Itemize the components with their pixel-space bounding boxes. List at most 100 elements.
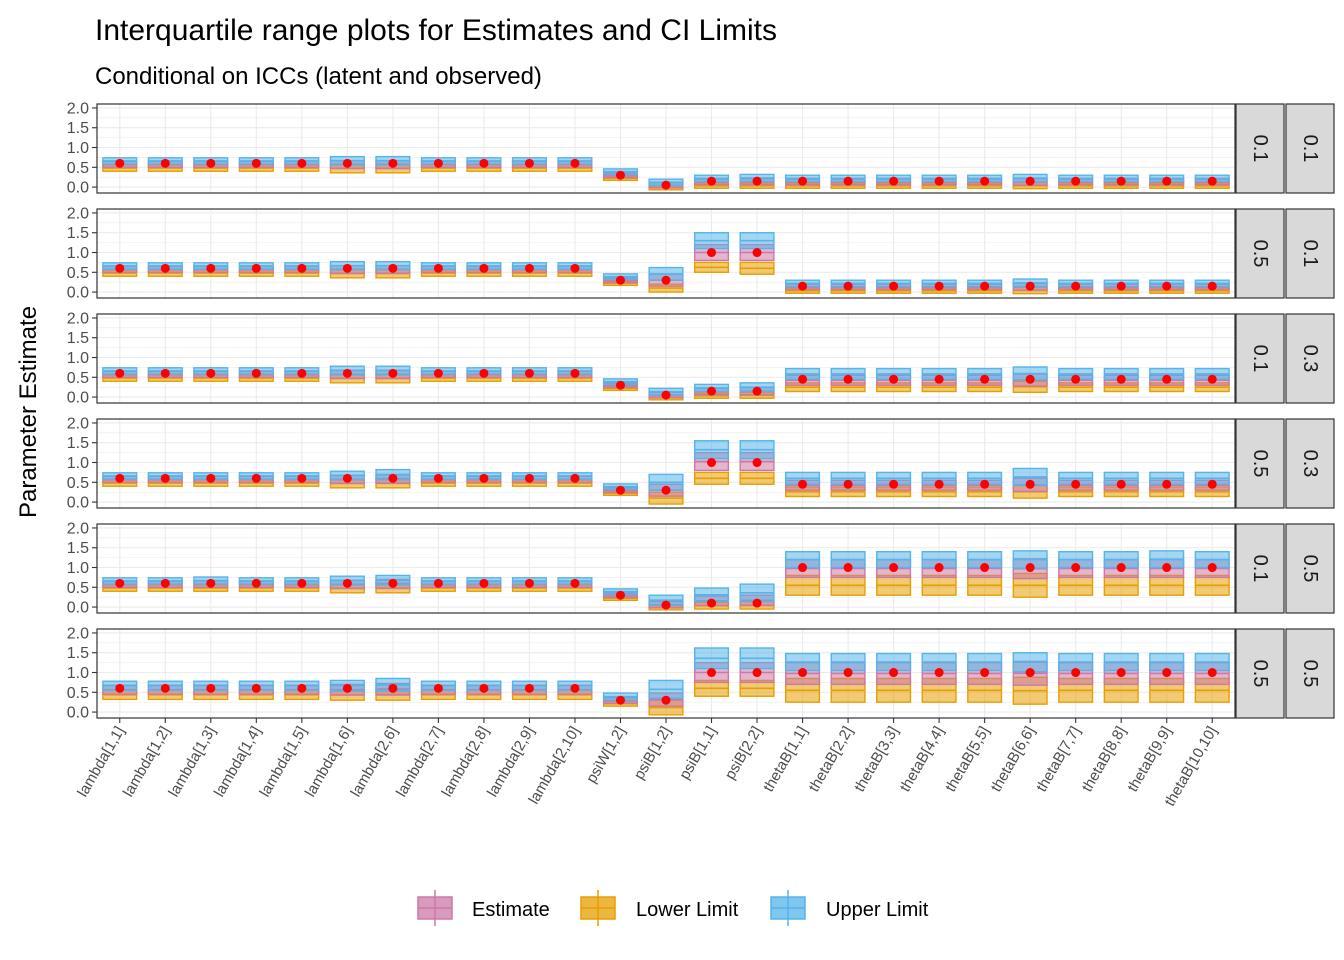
true-value-point xyxy=(342,578,352,588)
true-value-point xyxy=(934,281,944,291)
y-tick-label: 1.0 xyxy=(67,350,89,367)
true-value-point xyxy=(889,479,899,489)
true-value-point xyxy=(342,368,352,378)
y-tick-label: 1.5 xyxy=(67,330,89,347)
true-value-point xyxy=(1071,668,1081,678)
true-value-point xyxy=(661,180,671,190)
y-axis-label: Parameter Estimate xyxy=(15,306,42,518)
true-value-point xyxy=(1071,563,1081,573)
true-value-point xyxy=(1116,668,1126,678)
true-value-point xyxy=(889,176,899,186)
legend-label: Estimate xyxy=(472,899,550,921)
facet-panel: 0.0 0.5 1.0 1.5 2.0 0.5 0.3 xyxy=(67,415,1335,512)
true-value-point xyxy=(524,368,534,378)
true-value-point xyxy=(707,458,717,468)
y-tick-label: 2.0 xyxy=(67,415,89,432)
y-tick-label: 1.5 xyxy=(67,225,89,242)
facet-panels: 0.0 0.5 1.0 1.5 2.0 0.1 0.1 0.0 0.5 1.0 1.5 2.0 0.5 0… xyxy=(67,100,1335,722)
true-value-point xyxy=(251,473,261,483)
true-value-point xyxy=(1116,176,1126,186)
true-value-point xyxy=(798,374,808,384)
true-value-point xyxy=(752,598,762,608)
true-value-point xyxy=(889,281,899,291)
true-value-point xyxy=(115,578,125,588)
facet-strip xyxy=(1285,628,1335,719)
y-tick-label: 0.0 xyxy=(67,600,89,617)
true-value-point xyxy=(1116,374,1126,384)
true-value-point xyxy=(707,386,717,396)
true-value-point xyxy=(479,578,489,588)
y-tick-label: 0.0 xyxy=(67,495,89,512)
true-value-point xyxy=(479,473,489,483)
true-value-point xyxy=(889,668,899,678)
true-value-point xyxy=(798,563,808,573)
true-value-point xyxy=(1025,374,1035,384)
x-tick-label: thetaB[3,3] xyxy=(851,724,902,795)
true-value-point xyxy=(1071,479,1081,489)
y-tick-label: 1.5 xyxy=(67,540,89,557)
true-value-point xyxy=(570,158,580,168)
legend: Estimate Lower Limit Upper Limit xyxy=(417,890,929,926)
true-value-point xyxy=(980,374,990,384)
true-value-point xyxy=(1025,563,1035,573)
facet-strip-label: 0.5 xyxy=(1249,240,1271,268)
true-value-point xyxy=(661,275,671,285)
x-tick-label: lambda[2,6] xyxy=(347,724,401,800)
true-value-point xyxy=(1162,668,1172,678)
true-value-point xyxy=(1207,281,1217,291)
true-value-point xyxy=(798,176,808,186)
true-value-point xyxy=(1071,281,1081,291)
true-value-point xyxy=(433,158,443,168)
x-tick-label: thetaB[4,4] xyxy=(897,724,948,795)
true-value-point xyxy=(388,578,398,588)
true-value-point xyxy=(388,368,398,378)
y-tick-label: 1.0 xyxy=(67,245,89,262)
true-value-point xyxy=(388,263,398,273)
y-tick-label: 2.0 xyxy=(67,310,89,327)
true-value-point xyxy=(570,578,580,588)
x-tick-label: thetaB[8,8] xyxy=(1079,724,1130,795)
chart-subtitle: Conditional on ICCs (latent and observed… xyxy=(95,63,542,90)
x-tick-label: lambda[1,4] xyxy=(211,724,265,800)
true-value-point xyxy=(524,683,534,693)
facet-strip xyxy=(1285,208,1335,299)
x-tick-label: thetaB[9,9] xyxy=(1124,724,1175,795)
y-tick-label: 2.0 xyxy=(67,100,89,117)
true-value-point xyxy=(661,600,671,610)
x-tick-label: psiB[2,2] xyxy=(722,724,766,783)
true-value-point xyxy=(433,578,443,588)
true-value-point xyxy=(1207,176,1217,186)
true-value-point xyxy=(843,281,853,291)
y-tick-label: 1.0 xyxy=(67,455,89,472)
true-value-point xyxy=(251,683,261,693)
facet-strip-label: 0.3 xyxy=(1299,450,1321,478)
facet-strip-label: 0.1 xyxy=(1249,555,1271,583)
true-value-point xyxy=(1207,479,1217,489)
true-value-point xyxy=(1207,374,1217,384)
x-tick-label: lambda[1,2] xyxy=(120,724,174,800)
true-value-point xyxy=(707,668,717,678)
true-value-point xyxy=(843,374,853,384)
x-tick-label: thetaB[2,2] xyxy=(806,724,857,795)
facet-strip xyxy=(1235,628,1285,719)
x-tick-label: psiB[1,1] xyxy=(676,724,720,783)
true-value-point xyxy=(115,368,125,378)
true-value-point xyxy=(798,479,808,489)
true-value-point xyxy=(297,158,307,168)
true-value-point xyxy=(1025,479,1035,489)
true-value-point xyxy=(115,473,125,483)
facet-strip xyxy=(1285,418,1335,509)
x-tick-label: lambda[2,8] xyxy=(438,724,492,800)
true-value-point xyxy=(297,263,307,273)
y-tick-label: 0.5 xyxy=(67,475,89,492)
y-tick-label: 0.5 xyxy=(67,685,89,702)
facet-strip-label: 0.3 xyxy=(1299,345,1321,373)
facet-strip-label: 0.1 xyxy=(1249,135,1271,163)
true-value-point xyxy=(115,263,125,273)
true-value-point xyxy=(752,248,762,258)
facet-strip-label: 0.1 xyxy=(1299,240,1321,268)
true-value-point xyxy=(615,275,625,285)
true-value-point xyxy=(297,368,307,378)
true-value-point xyxy=(934,563,944,573)
true-value-point xyxy=(1207,668,1217,678)
